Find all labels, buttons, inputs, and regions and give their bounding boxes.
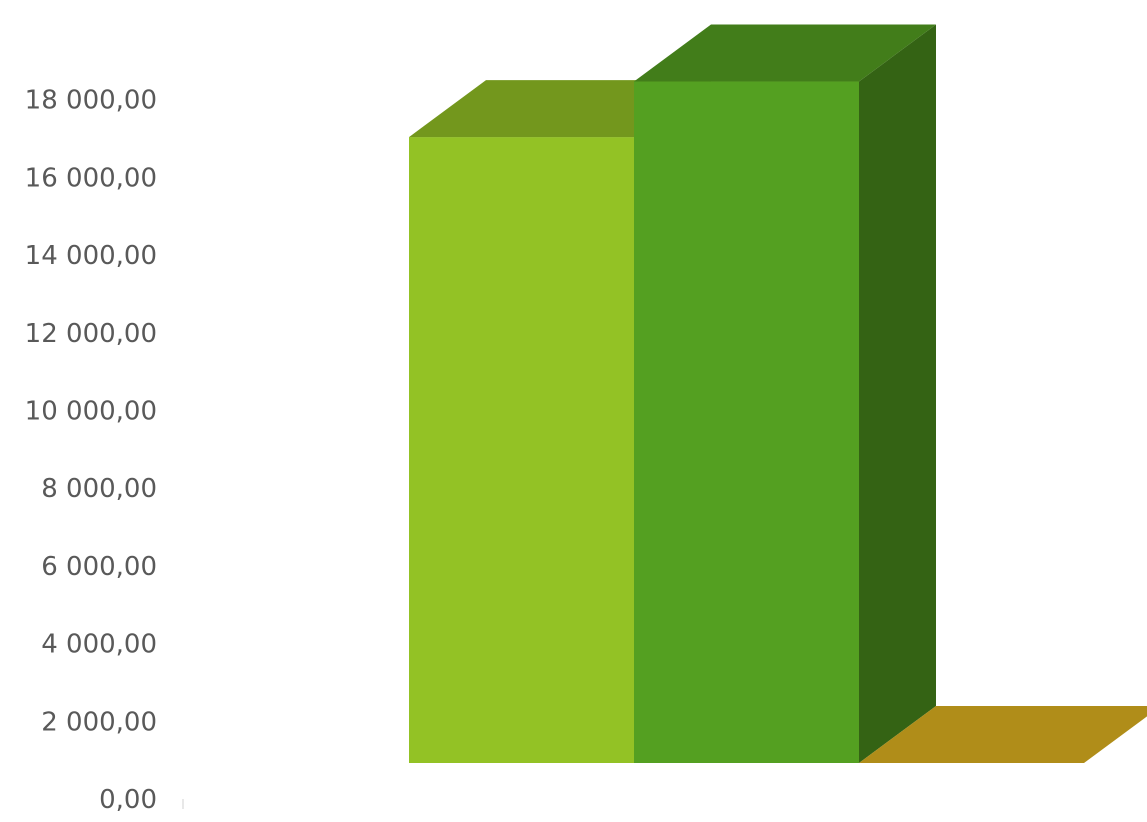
y-tick-label: 0,00 xyxy=(99,785,157,815)
bar xyxy=(634,24,936,764)
bars xyxy=(409,24,1147,764)
bar-top-face xyxy=(634,24,936,82)
bar xyxy=(859,706,1147,763)
bar-side-face xyxy=(859,24,936,764)
bar-top-face xyxy=(859,706,1147,763)
y-tick-label: 18 000,00 xyxy=(25,86,157,116)
bar-front-face xyxy=(409,137,634,763)
y-tick-label: 4 000,00 xyxy=(41,630,157,660)
y-tick-label: 6 000,00 xyxy=(41,552,157,582)
y-tick-label: 10 000,00 xyxy=(25,397,157,427)
y-tick-label: 14 000,00 xyxy=(25,241,157,271)
y-tick-label: 2 000,00 xyxy=(41,707,157,737)
y-axis: 0,00 2 000,00 4 000,00 6 000,00 8 000,00 10 0… xyxy=(25,86,184,815)
y-tick-label: 8 000,00 xyxy=(41,474,157,504)
y-tick-label: 16 000,00 xyxy=(25,163,157,193)
bar-front-face xyxy=(634,81,859,764)
y-tick-label: 12 000,00 xyxy=(25,319,157,349)
